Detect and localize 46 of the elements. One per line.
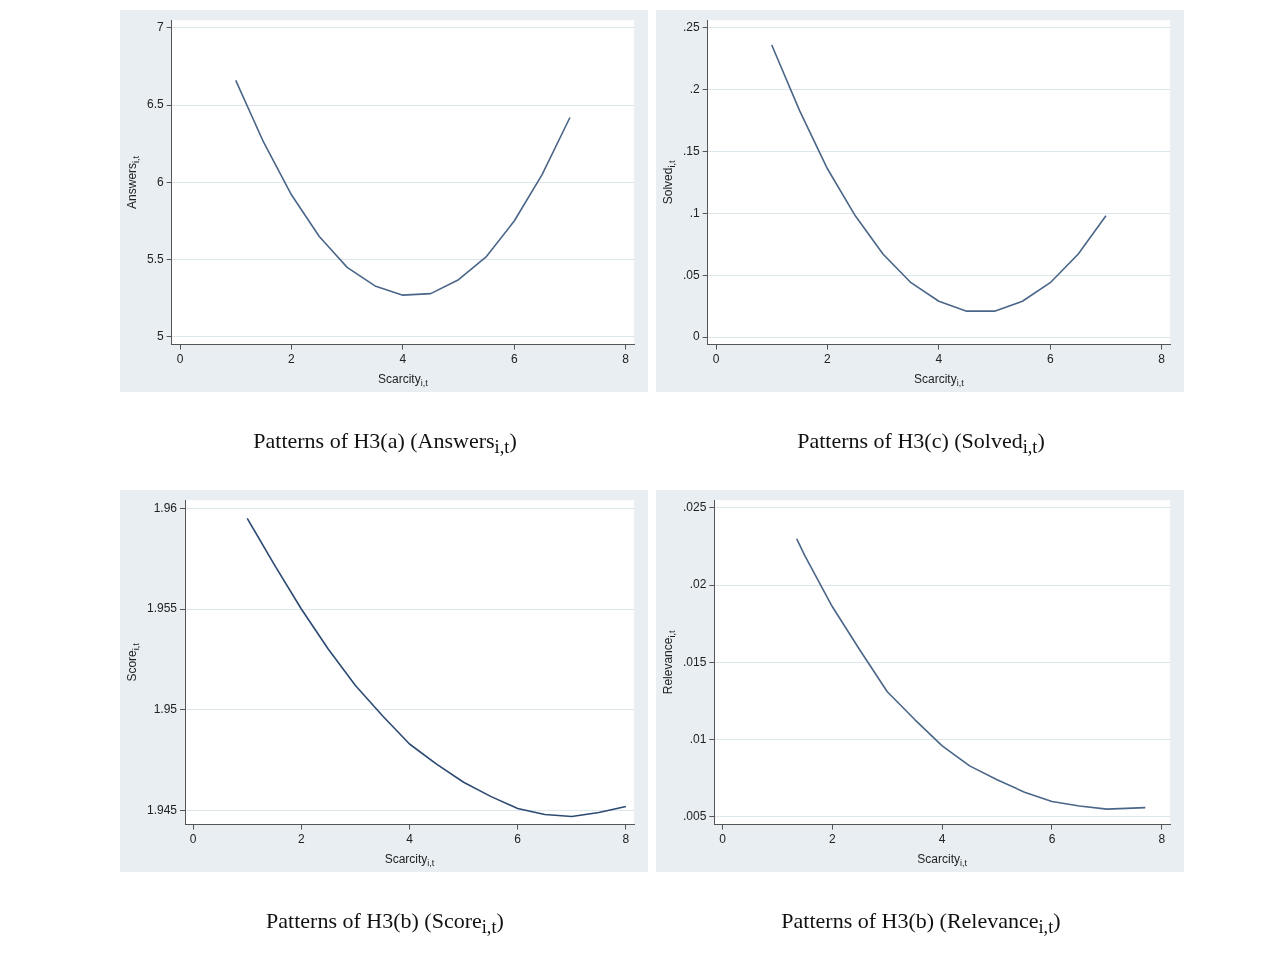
x-tick-label: 4 xyxy=(406,832,414,847)
y-axis-title: Relevancei,t xyxy=(661,630,678,695)
y-tick-label: 7 xyxy=(156,20,164,35)
x-tick-label: 2 xyxy=(297,832,305,847)
y-tick-label: .1 xyxy=(689,205,700,220)
x-tick-label: 2 xyxy=(829,832,837,847)
y-axis-title: Solvedi,t xyxy=(661,160,678,205)
x-tick-label: 8 xyxy=(1158,352,1166,367)
text: Patterns of H3(c) (Solved$_{i,t}$) xyxy=(796,428,1046,459)
x-tick-label: 6 xyxy=(1048,832,1056,847)
y-tick-label: 0 xyxy=(692,329,700,344)
y-tick-label: .02 xyxy=(689,577,707,592)
y-tick-label: 1.96 xyxy=(153,500,178,515)
y-tick-label: 1.945 xyxy=(147,802,178,817)
y-tick-label: 6.5 xyxy=(146,97,164,112)
x-tick-label: 8 xyxy=(622,832,630,847)
text: Patterns of H3(a) (Answers$_{i,t}$) xyxy=(252,428,518,459)
x-tick-label: 2 xyxy=(288,352,296,367)
y-tick-label: 1.95 xyxy=(153,702,178,717)
y-tick-label: 6 xyxy=(156,174,164,189)
y-tick-label: 1.955 xyxy=(147,601,178,616)
x-tick-label: 0 xyxy=(189,832,197,847)
y-tick-label: 5 xyxy=(156,329,164,344)
y-tick-label: .25 xyxy=(682,19,700,34)
text: Patterns of H3(b) (Relevance$_{i,t}$) xyxy=(780,908,1062,939)
x-tick-label: 0 xyxy=(719,832,727,847)
x-tick-label: 8 xyxy=(1158,832,1166,847)
x-tick-label: 6 xyxy=(1046,352,1054,367)
x-tick-label: 6 xyxy=(514,832,522,847)
y-tick-label: .025 xyxy=(683,500,707,515)
y-tick-label: .15 xyxy=(682,143,700,158)
x-tick-label: 4 xyxy=(935,352,943,367)
x-tick-label: 0 xyxy=(712,352,720,367)
text: Patterns of H3(b) (Score$_{i,t}$) xyxy=(265,908,505,939)
x-tick-label: 4 xyxy=(399,352,407,367)
y-tick-label: .01 xyxy=(689,731,707,746)
y-tick-label: .2 xyxy=(689,81,700,96)
y-tick-label: 5.5 xyxy=(146,251,164,266)
y-tick-label: .05 xyxy=(682,267,700,282)
x-tick-label: 4 xyxy=(938,832,946,847)
y-tick-label: .005 xyxy=(683,809,707,824)
y-tick-label: .015 xyxy=(683,654,707,669)
y-axis-title: Answersi,t xyxy=(125,155,142,209)
x-tick-label: 2 xyxy=(824,352,832,367)
x-tick-label: 8 xyxy=(622,352,630,367)
x-tick-label: 6 xyxy=(510,352,518,367)
